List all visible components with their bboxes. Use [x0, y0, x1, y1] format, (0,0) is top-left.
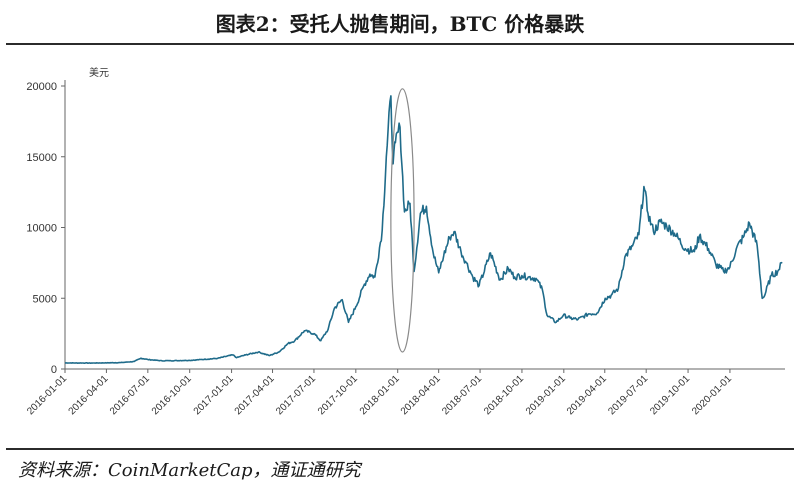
x-tick-label: 2018-01-01 — [358, 373, 402, 417]
x-tick-label: 2016-01-01 — [25, 373, 69, 417]
x-tick-label: 2017-10-01 — [316, 373, 360, 417]
x-tick-label: 2019-04-01 — [565, 373, 609, 417]
y-tick-label: 20000 — [26, 81, 57, 93]
x-tick-label: 2016-04-01 — [67, 373, 111, 417]
source-note: 资料来源：CoinMarketCap，通证通研究 — [18, 460, 361, 481]
x-tick-label: 2019-07-01 — [606, 373, 650, 417]
x-tick-label: 2020-01-01 — [690, 373, 734, 417]
source-rule — [6, 448, 794, 450]
x-tick-label: 2019-10-01 — [648, 373, 692, 417]
x-tick-label: 2018-07-01 — [440, 373, 484, 417]
chart-marks — [65, 88, 783, 365]
x-tick-label: 2017-04-01 — [233, 373, 277, 417]
x-tick-label: 2018-10-01 — [482, 373, 526, 417]
chart-title: 图表2：受托人抛售期间，BTC 价格暴跌 — [215, 12, 585, 36]
chart-axes: 美元 0 5000 10000 15000 20000 2016-01-012016-04-… — [25, 66, 785, 417]
x-tick-label: 2017-01-01 — [192, 373, 236, 417]
y-tick-label: 15000 — [26, 152, 57, 164]
x-tick-label: 2016-10-01 — [150, 373, 194, 417]
y-tick-label: 10000 — [26, 223, 57, 235]
y-tick-label: 5000 — [33, 293, 57, 305]
x-tick-label: 2017-07-01 — [274, 373, 318, 417]
x-tick-label: 2016-07-01 — [108, 373, 152, 417]
y-unit-label: 美元 — [89, 66, 109, 79]
y-tick-label: 0 — [51, 364, 57, 376]
btc-price-chart: 美元 0 5000 10000 15000 20000 2016-01-012016-04-… — [25, 66, 785, 417]
btc-price-line — [65, 95, 783, 365]
title-rule — [6, 43, 794, 45]
x-tick-label: 2018-04-01 — [399, 373, 443, 417]
selloff-highlight-ellipse — [390, 88, 415, 353]
x-tick-label: 2019-01-01 — [524, 373, 568, 417]
